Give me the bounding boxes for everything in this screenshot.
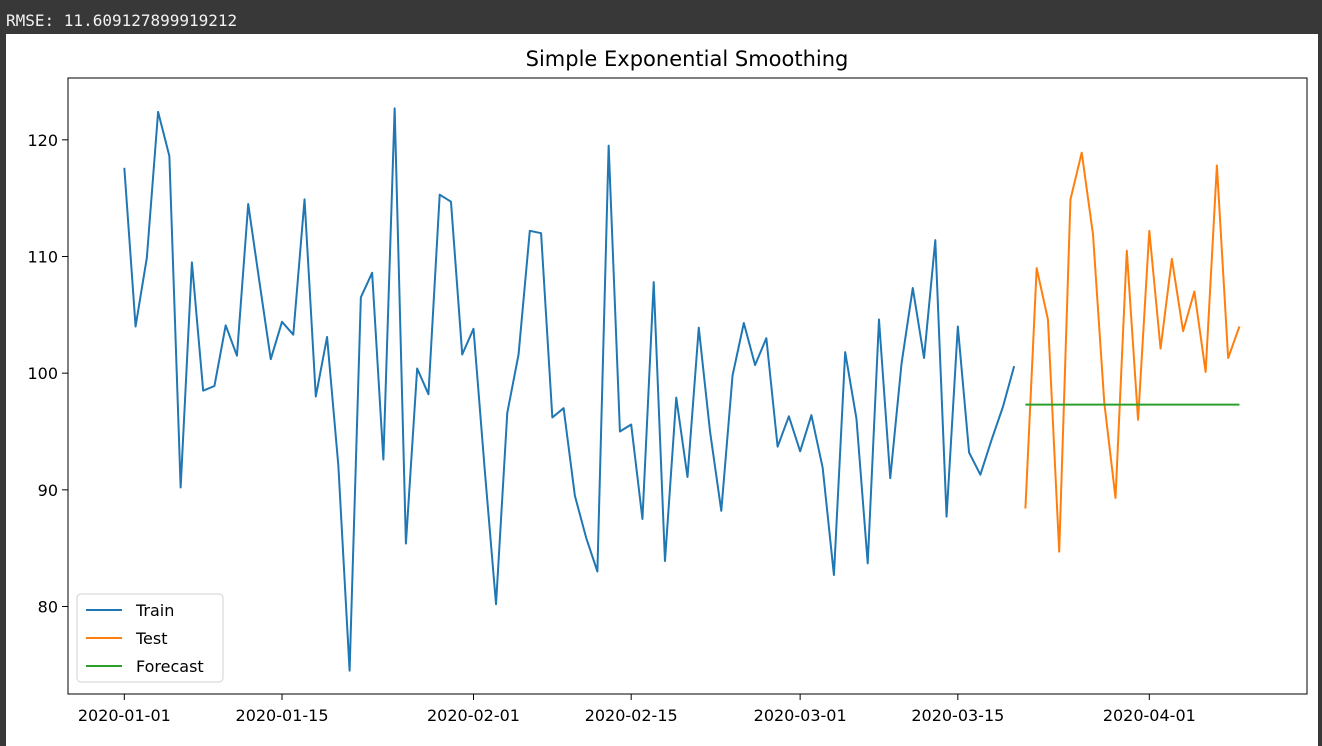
legend-label-test: Test	[135, 629, 168, 648]
legend-box	[76, 593, 224, 683]
rmse-output-text: RMSE: 11.609127899919212	[6, 11, 238, 30]
x-tick-label: 2020-01-01	[78, 706, 171, 725]
line-chart: Simple Exponential Smoothing 80 90 100 110 1…	[27, 47, 1308, 725]
x-axis: 2020-01-01 2020-01-15 2020-02-01 2020-02-15…	[78, 694, 1196, 725]
y-tick-label: 120	[27, 131, 58, 150]
x-tick-label: 2020-04-01	[1103, 706, 1196, 725]
legend-label-forecast: Forecast	[136, 657, 204, 676]
y-tick-label: 100	[27, 364, 58, 383]
x-tick-label: 2020-03-01	[754, 706, 847, 725]
series-layer	[123, 107, 1241, 672]
series-line-test	[1024, 151, 1241, 553]
x-tick-label: 2020-01-15	[236, 706, 329, 725]
x-tick-label: 2020-03-15	[911, 706, 1004, 725]
legend-label-train: Train	[135, 601, 174, 620]
x-tick-label: 2020-02-01	[427, 706, 520, 725]
plot-frame	[67, 77, 1308, 695]
y-tick-label: 110	[27, 248, 58, 267]
y-tick-label: 80	[38, 598, 58, 617]
figure-area: Simple Exponential Smoothing 80 90 100 110 1…	[6, 34, 1318, 746]
series-line-train	[123, 107, 1016, 672]
y-axis: 80 90 100 110 120	[27, 131, 68, 617]
legend: Train Test Forecast	[76, 593, 224, 683]
x-tick-label: 2020-02-15	[585, 706, 678, 725]
y-tick-label: 90	[38, 481, 58, 500]
chart-title: Simple Exponential Smoothing	[526, 47, 849, 71]
